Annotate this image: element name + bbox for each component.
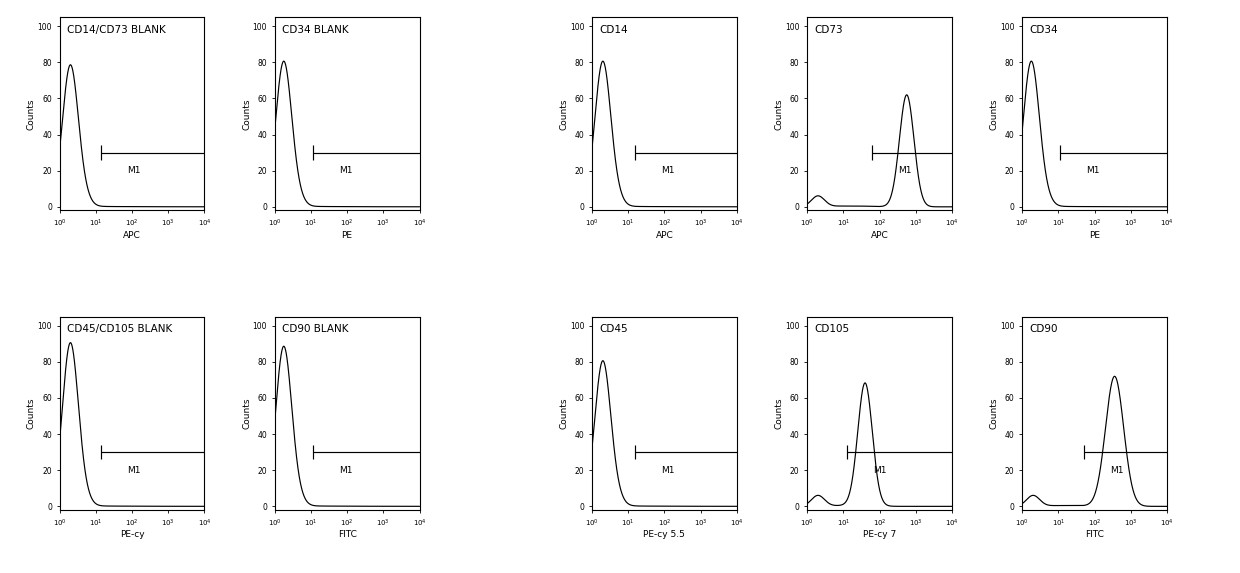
Text: CD90: CD90	[1029, 324, 1058, 335]
X-axis label: APC: APC	[656, 231, 673, 240]
Text: CD14/CD73 BLANK: CD14/CD73 BLANK	[67, 25, 165, 35]
X-axis label: FITC: FITC	[337, 530, 357, 539]
Text: M1: M1	[1110, 466, 1123, 475]
Text: M1: M1	[661, 166, 675, 175]
Y-axis label: Counts: Counts	[242, 398, 252, 429]
X-axis label: FITC: FITC	[1085, 530, 1104, 539]
Text: M1: M1	[128, 466, 140, 475]
Text: CD34: CD34	[1029, 25, 1058, 35]
Y-axis label: Counts: Counts	[27, 98, 36, 129]
X-axis label: PE-cy: PE-cy	[119, 530, 144, 539]
Text: CD34 BLANK: CD34 BLANK	[281, 25, 348, 35]
Y-axis label: Counts: Counts	[559, 98, 568, 129]
Text: CD105: CD105	[815, 324, 849, 335]
Text: CD14: CD14	[599, 25, 627, 35]
X-axis label: PE: PE	[1089, 231, 1100, 240]
Y-axis label: Counts: Counts	[775, 98, 784, 129]
Y-axis label: Counts: Counts	[559, 398, 568, 429]
Text: M1: M1	[661, 466, 675, 475]
Text: CD45/CD105 BLANK: CD45/CD105 BLANK	[67, 324, 172, 335]
Y-axis label: Counts: Counts	[990, 98, 998, 129]
Y-axis label: Counts: Counts	[27, 398, 36, 429]
Text: M1: M1	[898, 166, 911, 175]
X-axis label: APC: APC	[123, 231, 141, 240]
Y-axis label: Counts: Counts	[775, 398, 784, 429]
Y-axis label: Counts: Counts	[990, 398, 998, 429]
X-axis label: PE: PE	[341, 231, 352, 240]
X-axis label: APC: APC	[870, 231, 888, 240]
Y-axis label: Counts: Counts	[242, 98, 252, 129]
Text: CD45: CD45	[599, 324, 627, 335]
Text: M1: M1	[128, 166, 140, 175]
Text: M1: M1	[1086, 166, 1100, 175]
Text: CD73: CD73	[815, 25, 843, 35]
Text: M1: M1	[339, 466, 352, 475]
Text: M1: M1	[873, 466, 887, 475]
Text: M1: M1	[339, 166, 352, 175]
Text: CD90 BLANK: CD90 BLANK	[281, 324, 348, 335]
X-axis label: PE-cy 5.5: PE-cy 5.5	[644, 530, 686, 539]
X-axis label: PE-cy 7: PE-cy 7	[863, 530, 897, 539]
